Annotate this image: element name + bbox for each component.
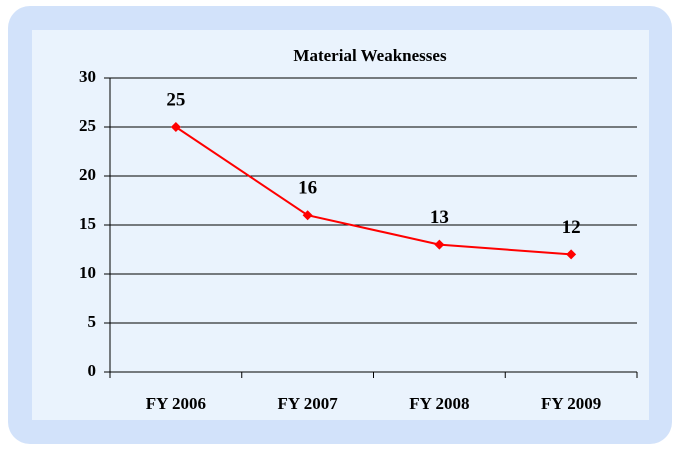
x-tick-label: FY 2007 <box>277 394 338 413</box>
marker <box>566 249 577 260</box>
line <box>175 126 572 256</box>
marker <box>434 239 445 250</box>
y-tick-label: 20 <box>79 165 96 184</box>
x-tick-label: FY 2006 <box>146 394 206 413</box>
x-tick-label: FY 2008 <box>409 394 469 413</box>
y-tick-label: 10 <box>79 263 96 282</box>
data-label: 13 <box>430 207 449 228</box>
data-label: 25 <box>166 89 185 110</box>
y-tick-label: 30 <box>79 67 96 86</box>
y-tick-label: 25 <box>79 116 96 135</box>
y-tick-label: 5 <box>88 312 97 331</box>
x-tick-label: FY 2009 <box>541 394 601 413</box>
data-label: 12 <box>562 217 581 238</box>
marker <box>170 122 181 132</box>
data-label: 16 <box>298 178 317 199</box>
chart-title: Material Weaknesses <box>293 46 447 65</box>
marker <box>302 210 313 221</box>
y-tick-label: 15 <box>79 214 96 233</box>
y-tick-label: 0 <box>88 361 97 380</box>
